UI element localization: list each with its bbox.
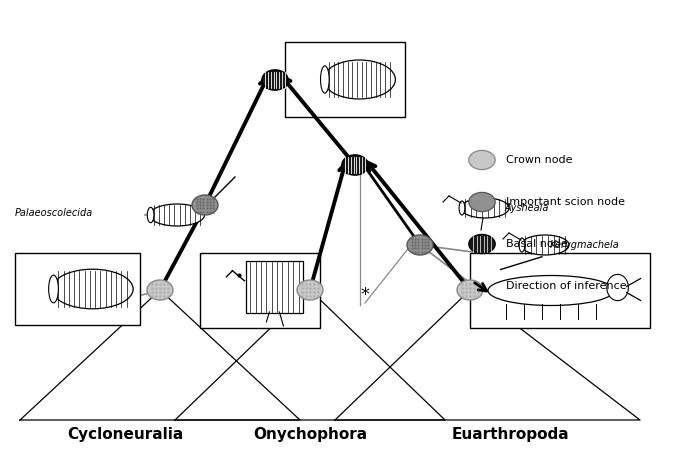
Ellipse shape bbox=[150, 204, 205, 226]
Ellipse shape bbox=[147, 280, 173, 300]
Ellipse shape bbox=[469, 150, 495, 170]
Bar bbox=[200, 253, 320, 328]
Bar bbox=[15, 253, 140, 325]
Ellipse shape bbox=[49, 275, 59, 303]
Ellipse shape bbox=[519, 238, 525, 252]
Ellipse shape bbox=[461, 198, 509, 218]
Ellipse shape bbox=[521, 235, 569, 255]
Ellipse shape bbox=[459, 201, 465, 215]
Text: Cycloneuralia: Cycloneuralia bbox=[67, 428, 183, 442]
Text: Palaeoscolecida: Palaeoscolecida bbox=[15, 208, 93, 218]
Ellipse shape bbox=[469, 193, 495, 212]
Ellipse shape bbox=[324, 60, 396, 99]
Ellipse shape bbox=[488, 275, 614, 306]
Text: Basal node: Basal node bbox=[506, 239, 568, 249]
Ellipse shape bbox=[321, 66, 329, 93]
Ellipse shape bbox=[147, 207, 154, 223]
Ellipse shape bbox=[457, 280, 483, 300]
Bar bbox=[470, 253, 650, 328]
Bar bbox=[285, 42, 405, 117]
Ellipse shape bbox=[469, 234, 495, 254]
Ellipse shape bbox=[342, 155, 368, 175]
Ellipse shape bbox=[607, 274, 628, 301]
Text: Important scion node: Important scion node bbox=[506, 197, 625, 207]
Bar bbox=[245, 261, 303, 313]
Text: Kerygmachela: Kerygmachela bbox=[550, 240, 620, 250]
Text: Euarthropoda: Euarthropoda bbox=[451, 428, 569, 442]
Text: *: * bbox=[361, 286, 370, 304]
Text: Direction of inference: Direction of inference bbox=[506, 281, 626, 291]
Text: Onychophora: Onychophora bbox=[253, 428, 367, 442]
Ellipse shape bbox=[407, 235, 433, 255]
Text: Crown node: Crown node bbox=[506, 155, 572, 165]
Ellipse shape bbox=[297, 280, 323, 300]
Ellipse shape bbox=[192, 195, 218, 215]
Text: Aysheaia: Aysheaia bbox=[505, 203, 549, 213]
Ellipse shape bbox=[52, 269, 133, 309]
Ellipse shape bbox=[262, 70, 288, 90]
